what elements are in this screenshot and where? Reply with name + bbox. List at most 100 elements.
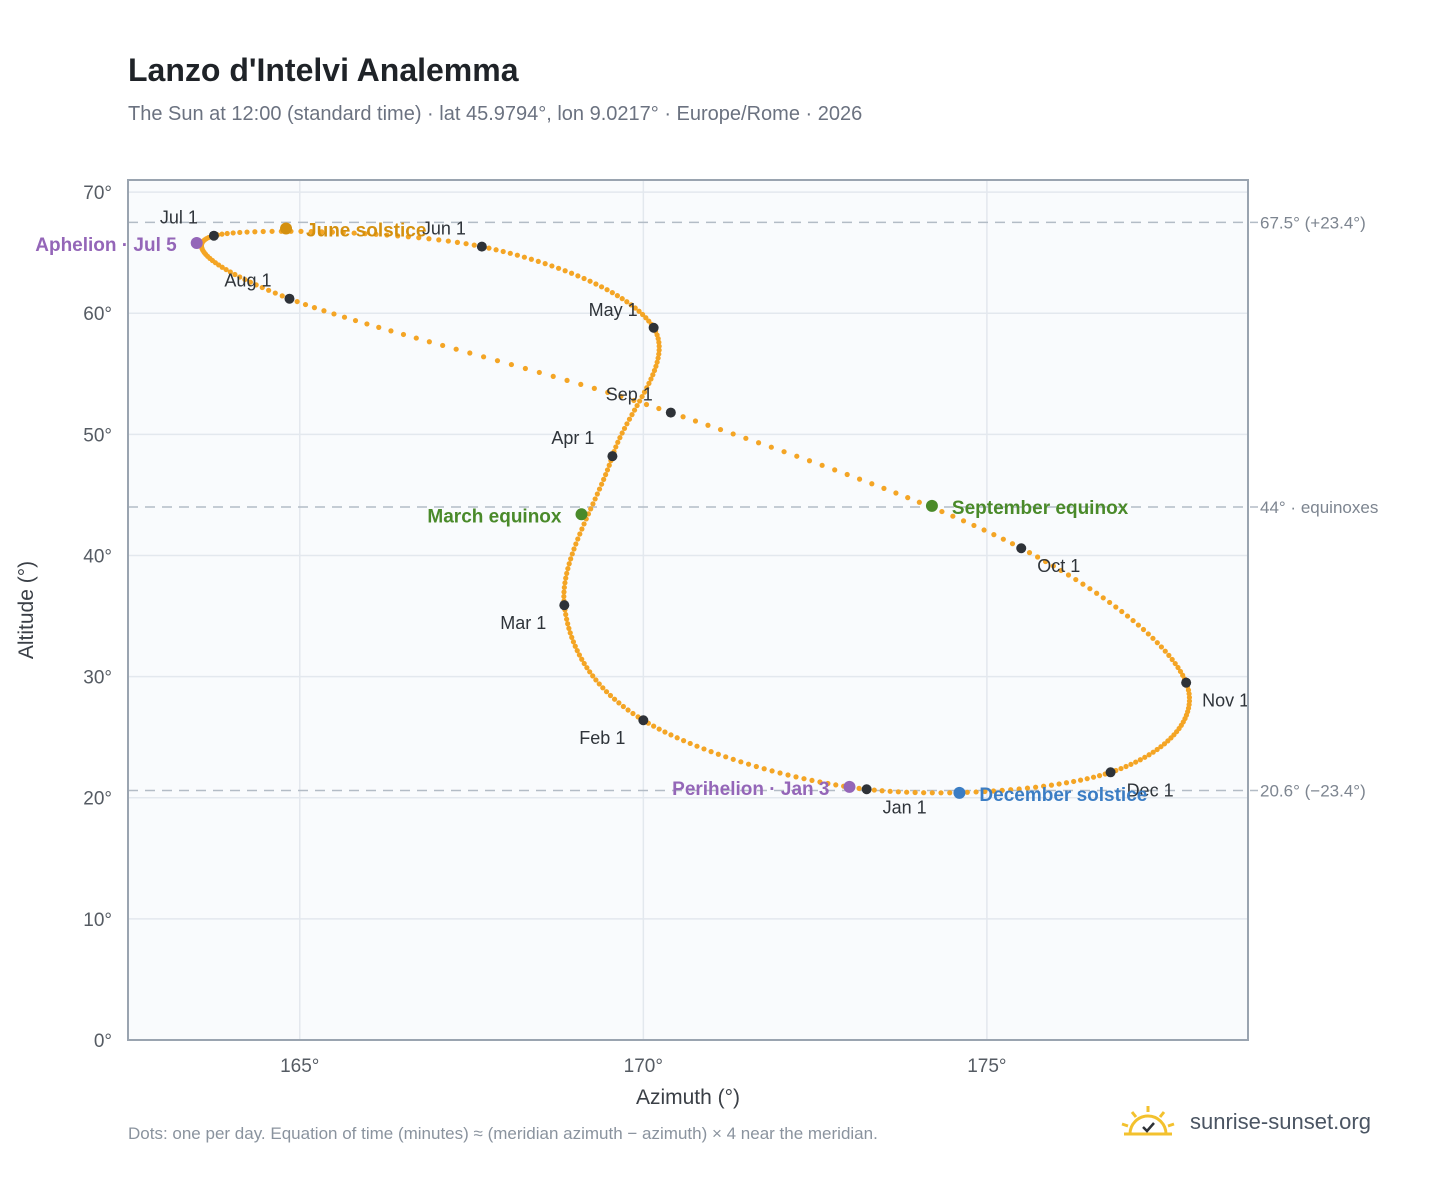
- daily-dot: [656, 726, 662, 732]
- daily-dot: [705, 422, 711, 428]
- daily-dot: [584, 665, 590, 671]
- daily-dot: [628, 302, 634, 308]
- daily-dot: [1026, 550, 1033, 556]
- daily-dot: [600, 685, 606, 691]
- daily-dot: [341, 314, 348, 320]
- y-tick-label: 40°: [83, 546, 112, 567]
- daily-dot: [514, 252, 520, 258]
- daily-dot: [745, 761, 752, 767]
- daily-dot: [648, 376, 654, 382]
- daily-dot: [588, 506, 594, 512]
- daily-dot: [426, 236, 432, 242]
- plot-frame: [127, 179, 1249, 1041]
- y-tick-label: 30°: [83, 668, 112, 689]
- daily-dot: [1016, 786, 1022, 792]
- event-label: June solstice: [306, 220, 426, 241]
- daily-dot: [1107, 599, 1113, 606]
- daily-dot: [893, 490, 899, 496]
- daily-dot: [352, 317, 359, 324]
- daily-dot: [454, 239, 461, 245]
- month-label: Feb 1: [579, 728, 625, 748]
- daily-dot: [653, 363, 659, 369]
- daily-dot: [569, 634, 575, 640]
- daily-dot: [1158, 644, 1165, 650]
- daily-dot: [921, 790, 927, 796]
- daily-dot: [302, 301, 309, 308]
- daily-dot: [604, 287, 610, 293]
- daily-dot: [1119, 608, 1125, 615]
- daily-dot: [708, 749, 714, 755]
- daily-dot: [793, 774, 799, 780]
- daily-dot: [624, 299, 630, 305]
- daily-dot: [1033, 784, 1039, 790]
- daily-dot: [624, 421, 630, 427]
- daily-dot: [644, 385, 650, 391]
- month-label: Aug 1: [224, 271, 271, 291]
- daily-dot: [656, 351, 662, 357]
- daily-dot: [564, 377, 570, 383]
- daily-dot: [1087, 586, 1093, 592]
- daily-dot: [971, 522, 977, 529]
- daily-dot: [817, 779, 823, 785]
- event-dot: [575, 508, 588, 521]
- daily-dot: [1133, 759, 1139, 765]
- daily-dot: [768, 444, 774, 450]
- daily-dot: [1150, 635, 1156, 641]
- daily-dot: [599, 481, 605, 487]
- daily-dot: [1166, 652, 1172, 658]
- daily-dot: [590, 501, 596, 507]
- daily-dot: [616, 700, 622, 706]
- reference-line-label: 67.5° (+23.4°): [1260, 213, 1366, 232]
- event-label: Perihelion · Jan 3: [672, 779, 829, 800]
- month-label: Mar 1: [500, 613, 546, 633]
- daily-dot: [298, 228, 304, 234]
- daily-dot: [871, 787, 877, 793]
- daily-dot: [594, 491, 600, 497]
- daily-dot: [611, 696, 618, 702]
- brand-name: sunrise-sunset.org: [1190, 1109, 1371, 1134]
- daily-dot: [692, 418, 699, 424]
- event-label: March equinox: [427, 506, 562, 527]
- sun-logo-icon: [1121, 1106, 1175, 1136]
- month-dot: [208, 230, 219, 241]
- daily-dot: [603, 472, 609, 478]
- event-label: Aphelion · Jul 5: [35, 235, 177, 256]
- month-label: Nov 1: [1202, 691, 1249, 711]
- brand[interactable]: sunrise-sunset.org: [1120, 1104, 1371, 1140]
- daily-dot: [508, 361, 515, 368]
- daily-dot: [960, 518, 967, 524]
- daily-dot: [440, 342, 446, 349]
- reference-lines: 67.5° (+23.4°) 44° · equinoxes 20.6° (−23.…: [128, 213, 1378, 800]
- daily-dot: [578, 381, 584, 387]
- month-label: May 1: [589, 300, 638, 320]
- y-tick-label: 10°: [83, 910, 112, 931]
- daily-dot: [331, 311, 337, 317]
- daily-dot: [266, 287, 272, 293]
- daily-dot: [244, 229, 250, 235]
- y-tick-label: 50°: [83, 425, 112, 446]
- daily-dot: [416, 235, 422, 241]
- daily-dot: [329, 229, 336, 235]
- daily-dot: [581, 275, 587, 282]
- daily-dot: [991, 532, 997, 538]
- daily-dot: [761, 766, 767, 772]
- daily-dot: [680, 738, 687, 744]
- daily-dot: [619, 296, 625, 302]
- daily-dot: [237, 229, 243, 236]
- daily-dot: [1073, 576, 1079, 583]
- x-tick-label: 170°: [624, 1056, 663, 1077]
- daily-dot: [219, 231, 225, 237]
- daily-dot: [631, 407, 638, 413]
- month-dot: [284, 293, 295, 304]
- x-axis-label: Azimuth (°): [636, 1086, 740, 1109]
- daily-dot: [701, 746, 707, 752]
- daily-dot: [596, 681, 602, 687]
- daily-dot: [973, 789, 979, 795]
- daily-dot: [668, 732, 674, 738]
- daily-dot: [579, 526, 585, 532]
- daily-dot: [947, 790, 953, 796]
- daily-dot: [224, 230, 230, 237]
- daily-dot: [494, 358, 501, 364]
- daily-dot: [242, 276, 248, 283]
- month-label: Oct 1: [1037, 556, 1080, 576]
